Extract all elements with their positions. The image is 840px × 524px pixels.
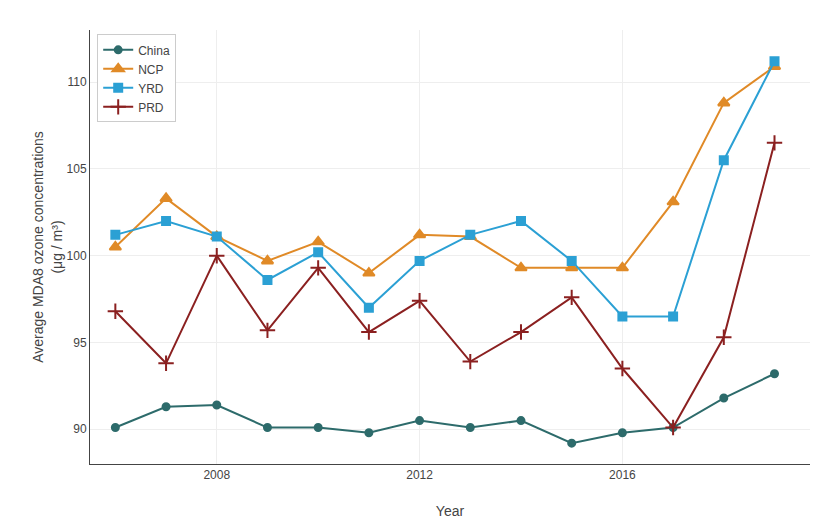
svg-text:PRD: PRD	[138, 101, 164, 115]
svg-text:YRD: YRD	[138, 82, 164, 96]
svg-text:110: 110	[67, 75, 86, 89]
svg-text:95: 95	[73, 336, 87, 350]
svg-text:2008: 2008	[203, 468, 230, 482]
svg-text:100: 100	[67, 249, 87, 263]
svg-text:90: 90	[73, 422, 87, 436]
svg-text:2016: 2016	[609, 468, 636, 482]
svg-text:China: China	[138, 44, 170, 58]
svg-text:105: 105	[67, 162, 87, 176]
svg-text:2012: 2012	[406, 468, 433, 482]
svg-text:Average MDA8 ozone concentrati: Average MDA8 ozone concentrations(μg / m…	[30, 131, 64, 363]
svg-text:NCP: NCP	[138, 63, 163, 77]
svg-text:Year: Year	[436, 503, 465, 519]
